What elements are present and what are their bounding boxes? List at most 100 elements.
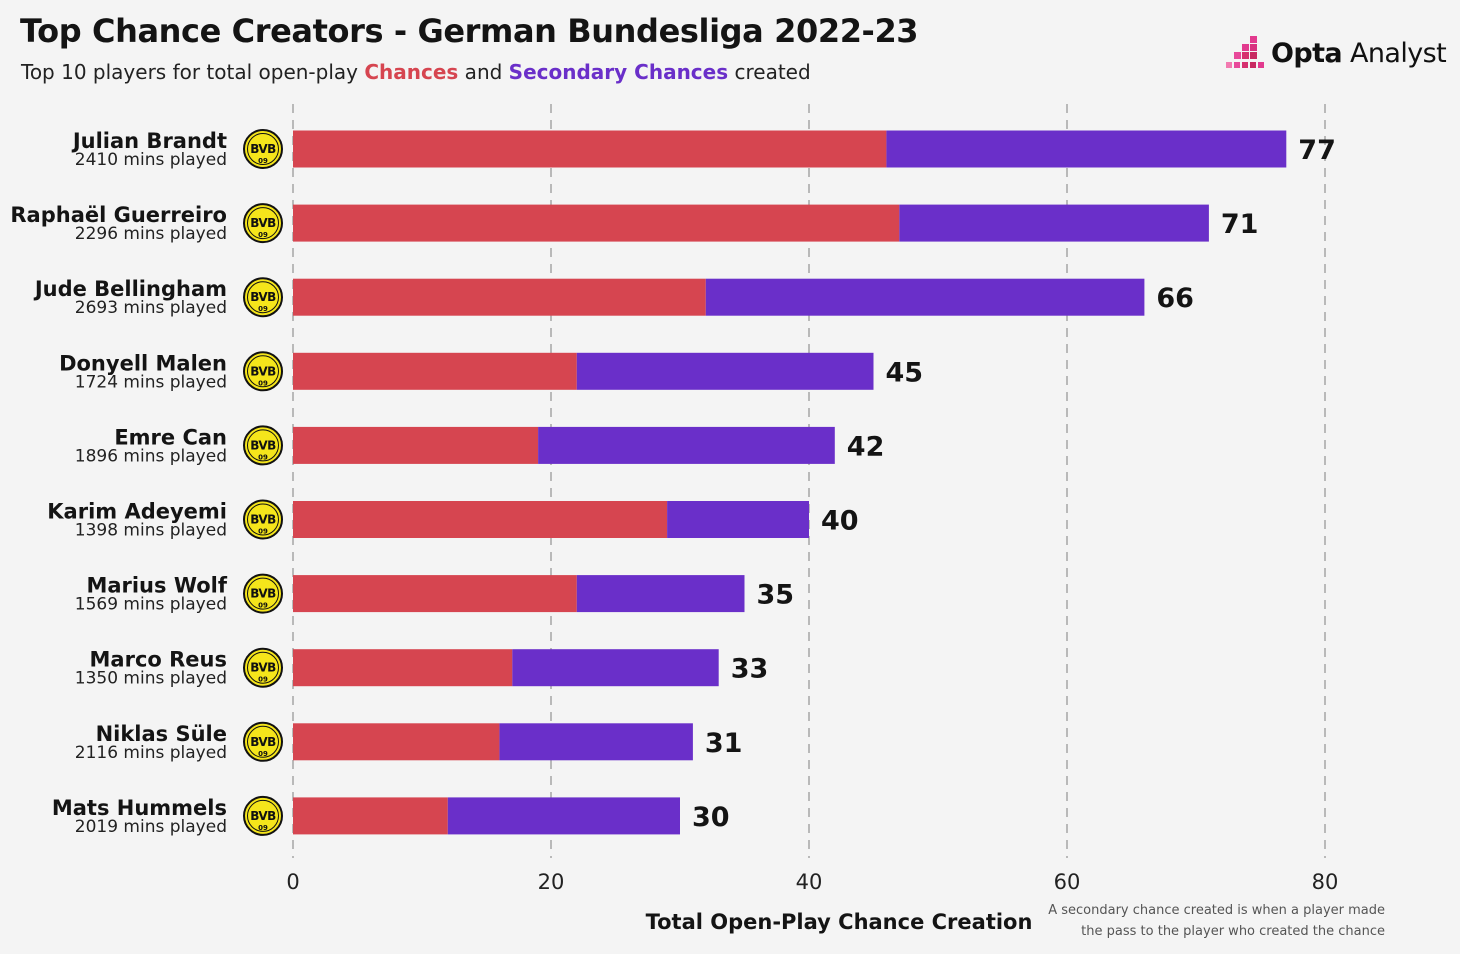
subtitle-chances-legend: Chances (364, 60, 459, 84)
subtitle-suffix: created (728, 60, 811, 84)
bar-chances (293, 575, 577, 613)
footnote: A secondary chance created is when a pla… (1048, 903, 1385, 939)
bvb-badge-text: BVB (250, 216, 276, 230)
bar-chances (293, 204, 900, 242)
bvb-badge-number: 09 (258, 157, 268, 165)
bvb-badge-text: BVB (250, 364, 276, 378)
bvb-badge-text: BVB (250, 142, 276, 156)
bvb-badge-icon (243, 499, 283, 540)
bvb-badge-text: BVB (250, 661, 276, 675)
bvb-badge-ring (247, 725, 279, 758)
total-value-label: 71 (1221, 209, 1259, 240)
bvb-badge-number: 09 (258, 676, 268, 684)
bvb-badge-ring (247, 577, 279, 610)
bvb-badge-icon (243, 203, 283, 244)
brand-name-regular: Analyst (1342, 38, 1447, 69)
bvb-badge-number: 09 (258, 528, 268, 536)
bvb-badge-icon (243, 647, 283, 688)
minutes-played: 2296 mins played (75, 224, 227, 244)
brand-name: Opta Analyst (1271, 38, 1447, 69)
bvb-badge-ring (247, 281, 279, 314)
bvb-badge-number: 09 (258, 453, 268, 461)
bvb-badge-text: BVB (250, 735, 276, 749)
bar-chances (293, 797, 448, 835)
total-value-label: 45 (886, 357, 924, 388)
total-value-label: 30 (692, 802, 730, 833)
bar-secondary-chances (576, 575, 745, 613)
total-value-label: 66 (1156, 283, 1194, 314)
x-tick-label: 20 (538, 870, 565, 894)
bvb-badge-number: 09 (258, 305, 268, 313)
opta-analyst-brand: Opta Analyst (1226, 36, 1447, 76)
bar-secondary-chances (538, 426, 835, 464)
bar-chances (293, 426, 539, 464)
bvb-badge-ring (247, 503, 279, 536)
bar-secondary-chances (576, 352, 874, 390)
bvb-badge-icon (243, 795, 283, 836)
bvb-badge-number: 09 (258, 750, 268, 758)
bvb-badge-icon (243, 721, 283, 762)
x-tick-label: 60 (1054, 870, 1081, 894)
player-name: Donyell Malen (59, 351, 227, 375)
bvb-badge-icon (243, 351, 283, 392)
club-badges: BVB09BVB09BVB09BVB09BVB09BVB09BVB09BVB09… (243, 129, 283, 836)
total-value-label: 77 (1298, 135, 1336, 166)
bvb-badge-ring (247, 355, 279, 388)
minutes-played: 1569 mins played (75, 595, 227, 615)
subtitle-prefix: Top 10 players for total open-play (21, 60, 365, 84)
bar-secondary-chances (667, 501, 809, 538)
bvb-badge-number: 09 (258, 824, 268, 832)
minutes-played: 1896 mins played (75, 446, 227, 466)
player-name: Karim Adeyemi (47, 500, 227, 524)
bvb-badge-number: 09 (258, 379, 268, 387)
opta-logo-icon (1226, 36, 1264, 68)
bvb-badge-text: BVB (250, 438, 276, 452)
minutes-played: 2019 mins played (75, 817, 227, 837)
bvb-badge-icon (243, 129, 283, 169)
player-name: Niklas Süle (96, 722, 227, 746)
bvb-badge-number: 09 (258, 231, 268, 239)
bvb-badge-ring (247, 651, 279, 684)
minutes-played: 1398 mins played (75, 521, 227, 541)
subtitle-middle: and (458, 60, 509, 84)
bvb-badge-text: BVB (250, 513, 276, 527)
x-axis: 0 20 40 60 80 Total Open-Play Chance Creation (286, 870, 1338, 934)
total-value-label: 40 (821, 506, 859, 537)
bar-secondary-chances (705, 278, 1145, 316)
minutes-played: 1724 mins played (75, 372, 227, 392)
bar-chances (293, 649, 513, 687)
player-name: Marco Reus (90, 648, 227, 672)
bar-chances (293, 352, 577, 390)
player-name: Julian Brandt (71, 129, 227, 153)
bvb-badge-ring (247, 429, 279, 462)
bars (293, 130, 1287, 835)
bar-chances (293, 723, 500, 761)
x-tick-label: 40 (796, 870, 823, 894)
minutes-played: 2116 mins played (75, 743, 227, 763)
bar-secondary-chances (899, 204, 1209, 242)
total-value-label: 35 (757, 580, 795, 611)
bvb-badge-icon (243, 277, 283, 318)
bvb-badge-text: BVB (250, 809, 276, 823)
bvb-badge-text: BVB (250, 587, 276, 601)
player-name: Jude Bellingham (33, 277, 227, 301)
x-axis-label: Total Open-Play Chance Creation (646, 910, 1033, 934)
minutes-played: 2410 mins played (75, 150, 227, 170)
player-name: Mats Hummels (52, 796, 227, 820)
bvb-badge-text: BVB (250, 290, 276, 304)
bvb-badge-icon (243, 573, 283, 614)
minutes-played: 2693 mins played (75, 298, 227, 318)
x-tick-label: 0 (286, 870, 299, 894)
player-name: Raphaël Guerreiro (10, 203, 227, 227)
bar-chances (293, 278, 706, 316)
total-value-label: 31 (705, 728, 743, 759)
bvb-badge-ring (247, 133, 279, 165)
subtitle-secondary-legend: Secondary Chances (508, 60, 729, 84)
total-value-label: 33 (731, 654, 769, 685)
chart-subtitle: Top 10 players for total open-play Chanc… (21, 60, 811, 84)
bvb-badge-number: 09 (258, 602, 268, 610)
bar-secondary-chances (499, 723, 693, 761)
total-value-label: 42 (847, 431, 885, 462)
